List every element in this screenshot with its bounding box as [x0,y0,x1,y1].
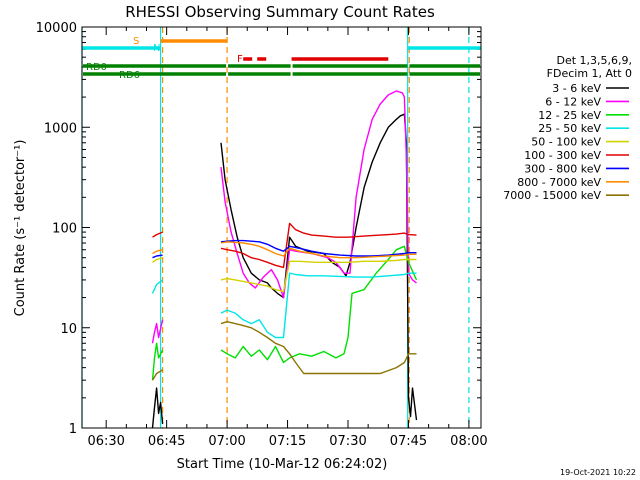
series-line-6-12-keV-seg1 [220,90,417,299]
series-line-7000-15000-keV-seg0 [151,369,163,381]
x-tick-label: 08:00 [450,434,487,449]
legend-entry-label: 25 - 50 keV [538,122,601,135]
series-line-12-25-keV-seg1 [220,245,418,364]
x-tick-label: 07:45 [390,434,427,449]
flag-label-RD6: RD6 [119,70,140,81]
series-line-300-800-keV-seg1 [220,239,417,257]
chart-title: RHESSI Observing Summary Count Rates [125,3,435,21]
legend-entry-label: 300 - 800 keV [524,162,601,175]
legend-entry-label: 3 - 6 keV [552,82,601,95]
series-line-7000-15000-keV-seg1 [220,321,417,375]
x-axis-label: Start Time (10-Mar-12 06:24:02) [177,457,388,472]
series-line-800-7000-keV-seg1 [220,241,417,259]
x-tick-label: 07:15 [269,434,306,449]
legend-header-line: FDecim 1, Att 0 [547,67,632,80]
series-line-100-300-keV-seg1 [220,222,417,269]
x-tick-label: 07:30 [329,434,366,449]
y-tick-label: 10 [60,322,77,337]
y-tick-label: 10000 [36,21,77,36]
plot-frame [81,26,482,429]
series-line-25-50-keV-seg0 [151,279,164,294]
flag-label-eclipse_N: N [153,43,160,54]
series-line-300-800-keV-seg0 [152,254,163,259]
series-line-3-6-keV-seg0 [151,387,164,429]
y-axis-label: Count Rate (s⁻¹ detector⁻¹) [13,140,28,317]
footer-date: 19-Oct-2021 10:22 [560,468,636,477]
series-line-6-12-keV-seg0 [151,319,164,344]
legend-entry-label: 50 - 100 keV [531,136,601,149]
legend-header-line: Det 1,3,5,6,9, [556,54,632,67]
series-line-25-50-keV-seg1 [220,272,417,339]
legend-entry-label: 100 - 300 keV [524,149,601,162]
series-line-800-7000-keV-seg0 [152,249,163,255]
x-tick-label: 06:30 [87,434,124,449]
y-tick-label: 1000 [44,121,77,136]
series-line-3-6-keV-seg1 [220,113,418,421]
series-line-12-25-keV-seg0 [151,342,164,381]
legend-entry-label: 12 - 25 keV [538,109,601,122]
flag-label-RD0: RD0 [86,62,107,73]
x-tick-label: 06:45 [148,434,185,449]
series-line-50-100-keV-seg0 [152,257,163,263]
x-tick-label: 07:00 [208,434,245,449]
series-line-100-300-keV-seg0 [152,231,163,238]
legend-entry-label: 7000 - 15000 keV [503,189,601,202]
legend-entry-label: 6 - 12 keV [545,95,601,108]
y-tick-label: 100 [52,222,77,237]
flag-label-flare_F: F [237,54,243,65]
legend-entry-label: 800 - 7000 keV [517,176,601,189]
y-tick-label: 1 [69,422,77,437]
flag-label-saa_S: S [133,36,139,47]
series-line-50-100-keV-seg1 [220,258,417,293]
